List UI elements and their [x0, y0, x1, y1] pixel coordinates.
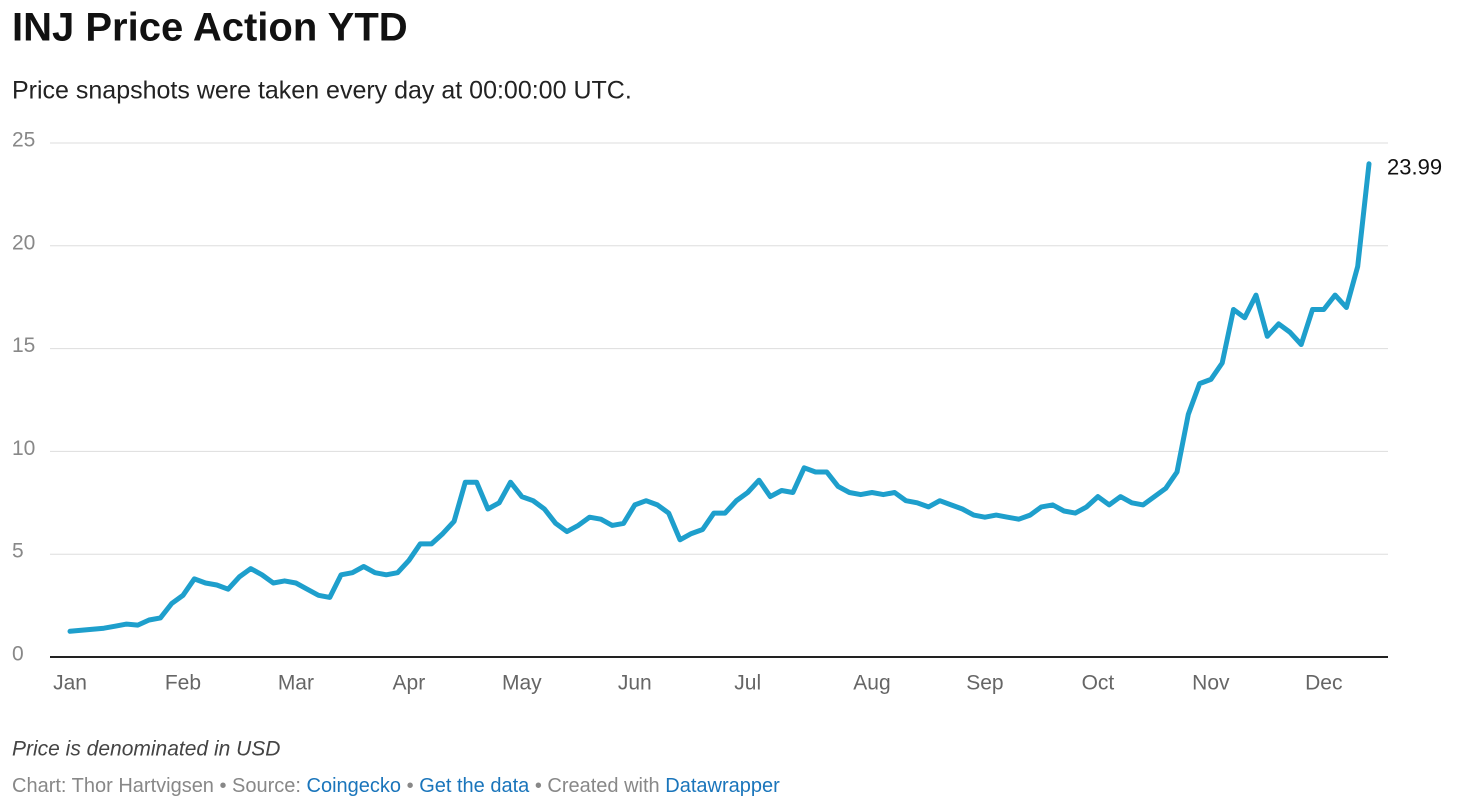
y-tick-label: 20 — [12, 231, 35, 254]
x-tick-label: Apr — [393, 672, 426, 695]
y-tick-label: 5 — [12, 540, 24, 563]
y-tick-label: 25 — [12, 129, 35, 152]
y-tick-label: 10 — [12, 437, 35, 460]
credit-text: Chart: Thor Hartvigsen • Source: — [12, 775, 301, 797]
data-link[interactable]: Get the data — [419, 775, 530, 797]
x-tick-label: Jan — [53, 672, 87, 695]
x-tick-label: Oct — [1082, 672, 1115, 695]
x-tick-label: Sep — [966, 672, 1003, 695]
source-link[interactable]: Coingecko — [307, 775, 402, 797]
price-line — [67, 161, 1372, 634]
x-tick-label: Jul — [734, 672, 761, 695]
x-tick-label: May — [502, 672, 542, 695]
tool-link[interactable]: Datawrapper — [665, 775, 780, 797]
chart-notes: Price is denominated in USD — [12, 738, 280, 761]
x-tick-label: Nov — [1192, 672, 1230, 695]
x-tick-label: Mar — [278, 672, 314, 695]
chart-subtitle: Price snapshots were taken every day at … — [12, 77, 632, 105]
separator: • — [407, 775, 414, 797]
y-tick-label: 0 — [12, 643, 24, 666]
y-tick-label: 15 — [12, 334, 35, 357]
x-tick-label: Dec — [1305, 672, 1342, 695]
credits: Chart: Thor Hartvigsen • Source: Coingec… — [12, 775, 780, 797]
credit-text: • Created with — [535, 775, 660, 797]
x-tick-label: Feb — [165, 672, 201, 695]
chart-title: INJ Price Action YTD — [12, 6, 408, 50]
value-label: 23.99 — [1387, 155, 1442, 180]
x-tick-label: Aug — [853, 672, 890, 695]
x-tick-label: Jun — [618, 672, 652, 695]
